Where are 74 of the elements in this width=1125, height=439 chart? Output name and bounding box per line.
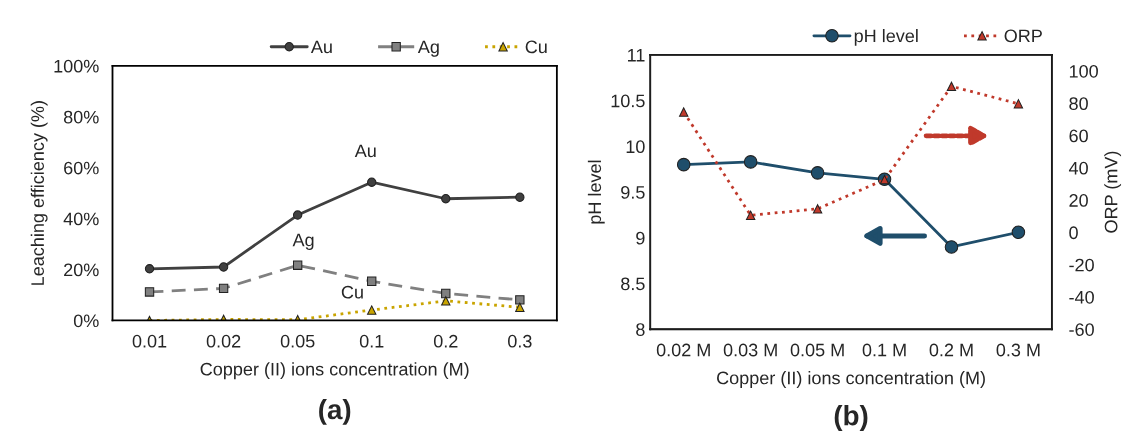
- legend-label: Ag: [417, 40, 439, 57]
- annotation: Cu: [341, 285, 363, 299]
- x-tick-label: 0.05: [280, 334, 315, 348]
- y2-tick-label: 60: [1069, 129, 1088, 143]
- y-tick-label: 8: [636, 323, 645, 336]
- point: [812, 204, 823, 214]
- point: [441, 296, 451, 306]
- y-tick-label: 20%: [64, 263, 99, 277]
- y2-tick-label: -60: [1069, 323, 1094, 336]
- y2-axis-title: ORP (mV): [1104, 151, 1122, 233]
- x-tick-label: 0.02 M: [656, 343, 710, 357]
- point: [218, 262, 229, 272]
- y-tick-label: 60%: [64, 161, 99, 175]
- y2-tick-label: -20: [1069, 258, 1094, 272]
- x-tick-label: 0.2: [433, 334, 458, 348]
- point: [144, 287, 155, 297]
- y-tick-label: 80%: [63, 110, 99, 124]
- y-tick-label: 40%: [63, 212, 99, 226]
- x-tick-label: 0.2 M: [929, 343, 973, 357]
- y2-tick-label: -40: [1069, 290, 1094, 304]
- y2-tick-label: 100: [1069, 64, 1098, 78]
- y-tick-label: 10: [626, 140, 645, 154]
- point: [810, 166, 825, 180]
- point: [946, 81, 957, 92]
- point: [218, 283, 229, 294]
- x-tick-label: 0.3: [508, 334, 532, 348]
- text: (b): [834, 405, 868, 431]
- legend-label: pH level: [854, 29, 918, 46]
- x-axis-title: Copper (II) ions concentration (M): [717, 371, 985, 388]
- point: [515, 295, 525, 305]
- x-tick-label: 0.1 M: [862, 343, 906, 357]
- point: [1011, 225, 1026, 240]
- y2-tick-label: 40: [1068, 161, 1088, 175]
- point: [441, 288, 451, 299]
- y-tick-label: 9: [636, 231, 645, 245]
- legend-label: Au: [310, 40, 332, 54]
- x-tick-label: 0.05 M: [790, 343, 844, 357]
- x-tick-label: 0.1: [359, 334, 384, 348]
- point: [144, 264, 155, 274]
- point: [441, 194, 451, 204]
- y-tick-label: 11: [628, 49, 645, 62]
- y-tick-label: 0%: [73, 314, 99, 328]
- x-axis-title: Copper (II) ions concentration (M): [200, 362, 469, 380]
- point: [676, 157, 691, 172]
- y-tick-label: 10.5: [611, 94, 645, 108]
- y2-tick-label: 80: [1069, 97, 1088, 111]
- point: [743, 155, 758, 169]
- point: [515, 302, 525, 312]
- y-tick-label: 100%: [54, 59, 99, 73]
- annotation: Au: [354, 144, 376, 158]
- x-tick-label: 0.03 M: [723, 343, 777, 357]
- y-tick-label: 8.5: [621, 277, 645, 291]
- point: [745, 210, 756, 220]
- text: (a): [319, 398, 351, 425]
- point: [944, 240, 959, 254]
- y-axis-title: Leaching efficiency (%): [30, 101, 48, 285]
- point: [292, 210, 303, 220]
- x-tick-label: 0.02: [206, 334, 241, 348]
- y-axis-title: pH level: [587, 160, 605, 224]
- point: [1013, 99, 1024, 109]
- point: [292, 260, 303, 270]
- x-tick-label: 0.01: [132, 334, 167, 348]
- point: [367, 177, 377, 187]
- point: [367, 276, 377, 286]
- y-tick-label: 9.5: [621, 186, 645, 199]
- x-tick-label: 0.3 M: [996, 343, 1040, 357]
- annotation: Ag: [292, 233, 314, 250]
- y2-tick-label: 0: [1069, 226, 1078, 240]
- y2-tick-label: 20: [1069, 194, 1088, 207]
- point: [367, 305, 377, 315]
- legend-label: ORP: [1004, 29, 1042, 43]
- point: [679, 107, 689, 117]
- legend-label: Cu: [525, 40, 547, 54]
- point: [515, 192, 525, 202]
